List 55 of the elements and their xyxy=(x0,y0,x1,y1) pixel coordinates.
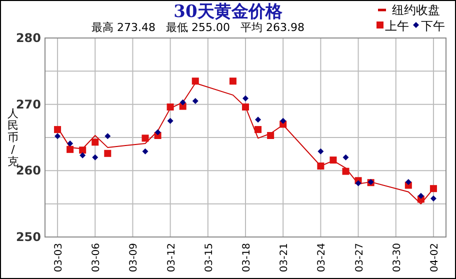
x-tick-label: 03-09 xyxy=(128,243,140,272)
x-tick-label: 03-15 xyxy=(204,243,215,272)
chart-subtitle: 最高 273.48 最低 255.00 平均 263.98 xyxy=(92,21,304,34)
y-tick-label: 280 xyxy=(16,31,41,45)
legend-label: 上午 xyxy=(385,19,409,33)
point xyxy=(267,132,274,140)
point xyxy=(317,162,324,170)
x-tick-label: 03-18 xyxy=(242,243,252,272)
x-tick-label: 04-02 xyxy=(429,243,440,272)
point xyxy=(355,180,362,186)
x-tick-label: 03-06 xyxy=(91,243,102,272)
x-tick-label: 03-12 xyxy=(166,243,178,272)
point xyxy=(229,78,236,85)
point xyxy=(180,99,186,106)
point xyxy=(254,126,262,134)
point xyxy=(80,152,86,158)
x-tick-label: 03-03 xyxy=(54,243,65,272)
y-tick-label: 270 xyxy=(16,97,41,112)
point xyxy=(104,150,112,157)
chart-title: 30天黄金价格 xyxy=(174,2,284,22)
point xyxy=(192,78,199,85)
x-tick-label: 03-27 xyxy=(354,243,366,272)
point xyxy=(142,134,149,142)
point xyxy=(67,140,74,146)
y-tick-label: 250 xyxy=(16,230,41,244)
legend-label: 下午 xyxy=(421,19,445,33)
x-tick-label: 03-30 xyxy=(392,243,403,272)
point xyxy=(54,126,62,134)
point xyxy=(104,133,111,140)
point xyxy=(430,185,437,192)
x-tick-label: 03-21 xyxy=(279,243,290,272)
point xyxy=(242,103,249,110)
point xyxy=(280,118,286,124)
point xyxy=(430,196,436,202)
point xyxy=(342,154,349,160)
point xyxy=(92,154,98,160)
point xyxy=(342,168,350,175)
point xyxy=(166,103,174,110)
x-tick-label: 03-24 xyxy=(316,243,328,272)
y-axis-title: 人民币/克 xyxy=(8,107,18,168)
point xyxy=(242,95,248,102)
point xyxy=(418,192,424,199)
point xyxy=(92,138,99,146)
point xyxy=(192,98,198,104)
point xyxy=(405,178,412,185)
point xyxy=(318,148,324,154)
point xyxy=(66,146,74,153)
point xyxy=(255,116,262,123)
legend-label: 纽约收盘 xyxy=(392,3,440,17)
point xyxy=(154,129,161,136)
point xyxy=(79,146,86,154)
point xyxy=(330,156,337,164)
point xyxy=(54,133,61,140)
point xyxy=(167,118,174,124)
point xyxy=(142,148,148,154)
